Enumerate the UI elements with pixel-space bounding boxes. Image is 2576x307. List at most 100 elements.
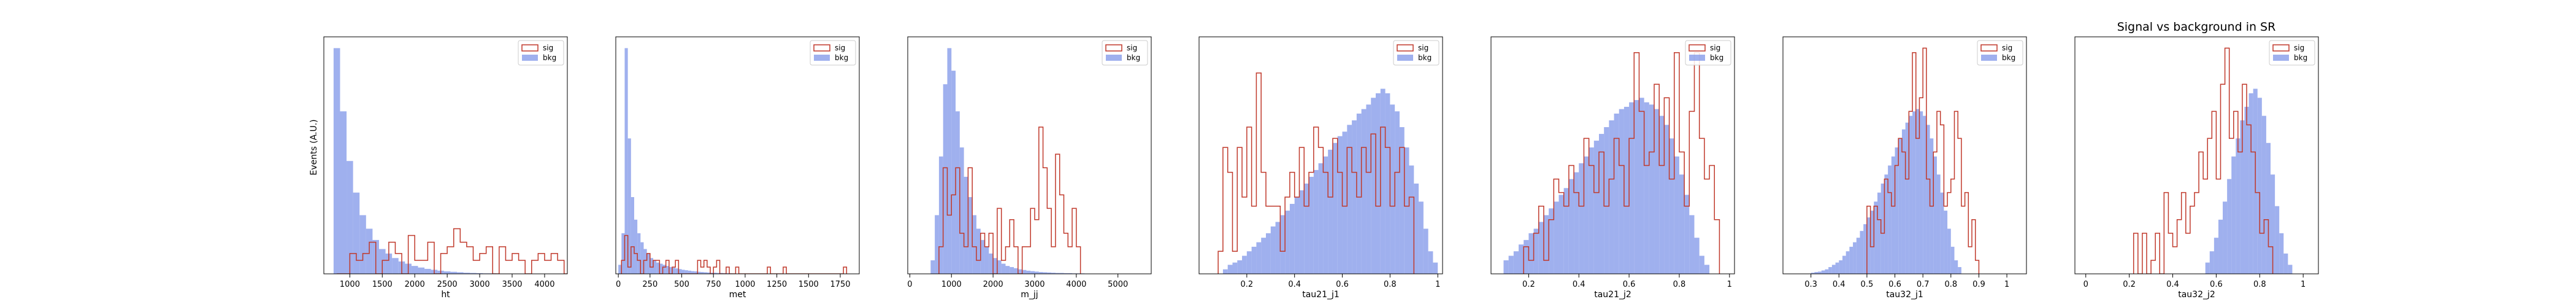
bkg-bar bbox=[1936, 174, 1941, 274]
bkg-bar bbox=[1289, 204, 1295, 274]
x-tick-label: 0 bbox=[616, 280, 621, 289]
bkg-bar bbox=[463, 273, 470, 274]
bkg-bar bbox=[1366, 104, 1371, 274]
bkg-bar bbox=[1018, 269, 1022, 274]
bkg-bar bbox=[1232, 262, 1238, 274]
bkg-bar bbox=[1361, 109, 1367, 274]
bkg-bar bbox=[691, 271, 695, 274]
legend-sig-label: sig bbox=[2002, 44, 2012, 52]
bkg-bar bbox=[1629, 102, 1635, 274]
bkg-bar bbox=[1519, 244, 1524, 274]
bkg-bar bbox=[640, 242, 644, 274]
axes-frame bbox=[2074, 36, 2319, 274]
legend-bkg-label: bkg bbox=[543, 53, 556, 62]
bkg-bar bbox=[1604, 127, 1609, 274]
x-tick-label: 0.2 bbox=[1240, 280, 1253, 289]
bkg-bar bbox=[457, 272, 464, 274]
bkg-bar bbox=[1304, 183, 1309, 274]
bkg-bar bbox=[1313, 169, 1319, 274]
bkg-bar bbox=[1664, 125, 1669, 274]
legend-bkg-label: bkg bbox=[2294, 53, 2307, 62]
bkg-bar bbox=[1589, 147, 1594, 274]
bkg-bar bbox=[700, 272, 704, 274]
bkg-bar bbox=[347, 161, 353, 274]
bkg-bar bbox=[2214, 238, 2218, 274]
bkg-bar bbox=[694, 271, 698, 274]
bkg-bar bbox=[2227, 179, 2232, 274]
bkg-bar bbox=[1026, 270, 1031, 274]
bkg-bar bbox=[1332, 142, 1338, 274]
plot-area bbox=[2133, 47, 2293, 274]
bkg-bar bbox=[2248, 93, 2253, 274]
sig-step-line bbox=[337, 228, 567, 274]
bkg-bar bbox=[1380, 88, 1386, 274]
bkg-bar bbox=[1261, 238, 1266, 274]
x-axis-label: tau21_j2 bbox=[1594, 290, 1631, 300]
x-tick-label: 1000 bbox=[340, 280, 360, 289]
bkg-bar bbox=[646, 253, 650, 274]
bkg-bar bbox=[1901, 129, 1906, 274]
legend-sig-swatch bbox=[1105, 44, 1122, 52]
bkg-bar bbox=[1222, 269, 1228, 274]
bkg-bar bbox=[1888, 165, 1892, 274]
bkg-bar bbox=[951, 71, 956, 274]
bkg-bar bbox=[1568, 179, 1574, 274]
bkg-bar bbox=[697, 271, 701, 274]
x-axis-label: ht bbox=[441, 290, 450, 300]
bkg-bar bbox=[2244, 106, 2249, 274]
bkg-bar bbox=[1940, 192, 1944, 274]
bkg-bar bbox=[1909, 115, 1913, 274]
bkg-bar bbox=[2223, 201, 2228, 274]
bkg-bar bbox=[1399, 127, 1405, 274]
legend-sig-label: sig bbox=[543, 44, 553, 52]
x-tick-label: 2000 bbox=[405, 280, 425, 289]
bkg-bar bbox=[1831, 265, 1836, 274]
bkg-bar bbox=[1524, 239, 1529, 274]
bkg-bar bbox=[450, 271, 458, 274]
bkg-bar bbox=[688, 270, 692, 274]
bkg-bar bbox=[1376, 93, 1381, 274]
bkg-bar bbox=[672, 268, 676, 274]
bkg-bar bbox=[1856, 238, 1860, 274]
bkg-bar bbox=[1323, 156, 1328, 274]
bkg-bar bbox=[943, 84, 948, 274]
bkg-bar bbox=[359, 215, 366, 274]
bkg-bar bbox=[1818, 271, 1822, 274]
bkg-bar bbox=[1043, 272, 1048, 274]
bkg-bar bbox=[1839, 260, 1842, 274]
bkg-bar bbox=[1874, 201, 1878, 274]
bkg-bar bbox=[1870, 211, 1874, 274]
bkg-bar bbox=[1634, 99, 1639, 274]
bkg-bar bbox=[1022, 270, 1027, 274]
x-axis-label: tau21_j1 bbox=[1302, 290, 1340, 300]
x-tick-label: 1250 bbox=[767, 280, 787, 289]
x-tick-label: 0.6 bbox=[1888, 280, 1901, 289]
bkg-bar bbox=[1828, 266, 1832, 274]
bkg-bar bbox=[443, 271, 451, 274]
bkg-bar bbox=[1419, 201, 1424, 274]
x-tick-label: 250 bbox=[642, 280, 657, 289]
bkg-bar bbox=[1352, 120, 1357, 274]
bkg-bar bbox=[964, 176, 968, 274]
bkg-bar bbox=[935, 215, 939, 274]
x-tick-label: 0 bbox=[907, 280, 912, 289]
bkg-bar bbox=[1356, 113, 1362, 274]
bkg-bar bbox=[2231, 156, 2236, 274]
x-tick-label: 0.2 bbox=[1522, 280, 1535, 289]
bkg-bar bbox=[681, 270, 685, 274]
legend-bkg-swatch bbox=[1397, 55, 1413, 61]
bkg-bar bbox=[1649, 104, 1655, 274]
bkg-bar bbox=[1623, 106, 1630, 274]
bkg-bar bbox=[1846, 251, 1850, 274]
bkg-bar bbox=[1270, 226, 1276, 274]
axes-frame bbox=[1198, 36, 1443, 274]
bkg-bar bbox=[1821, 270, 1825, 274]
bkg-bar bbox=[1390, 104, 1395, 274]
bkg-bar bbox=[1619, 109, 1624, 274]
legend-box bbox=[1685, 40, 1731, 66]
